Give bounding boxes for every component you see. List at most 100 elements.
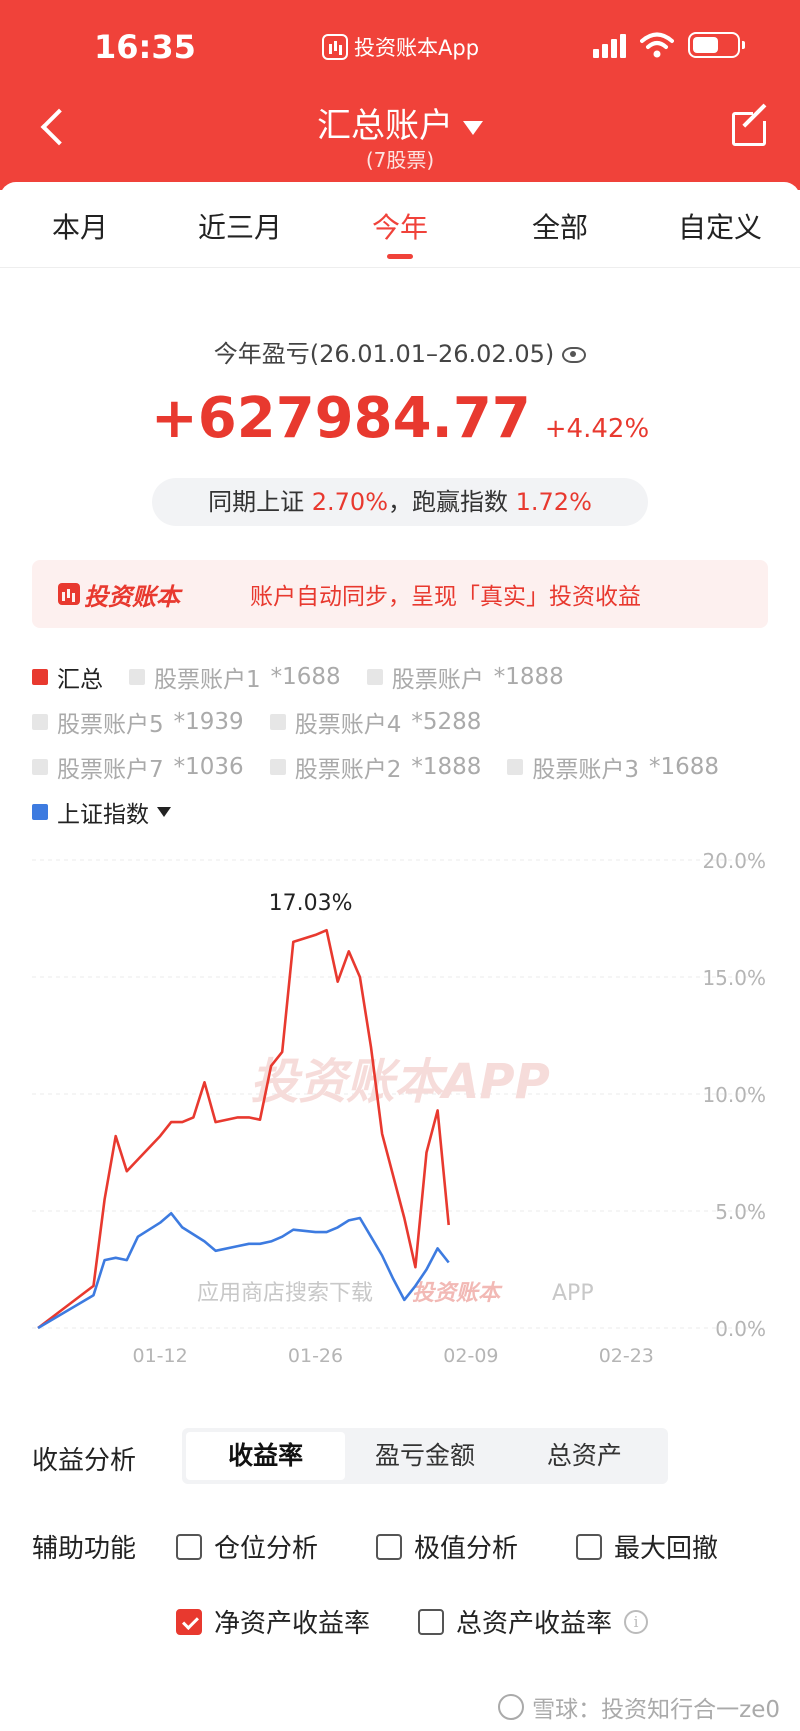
legend-swatch <box>129 668 145 685</box>
eye-icon[interactable] <box>562 347 587 363</box>
y-tick-label: 10.0% <box>702 1083 766 1107</box>
legend-item-account[interactable]: 股票账户5 *1939 <box>32 705 244 739</box>
profit-amount: +627984.77 <box>150 386 531 451</box>
max-drawdown-checkbox[interactable]: 最大回撤 <box>576 1528 718 1565</box>
legend-item-account[interactable]: 股票账户1 *1688 <box>129 660 341 694</box>
seg-profit-amount[interactable]: 盈亏金额 <box>374 1441 475 1470</box>
net-asset-return-checkbox[interactable]: 净资产收益率 <box>176 1603 370 1640</box>
info-icon[interactable]: i <box>624 1609 649 1634</box>
legend-label: 上证指数 <box>57 801 149 828</box>
tab-this-month[interactable]: 本月 <box>51 211 108 244</box>
series-line-index <box>37 1212 450 1330</box>
index-dropdown-icon <box>157 806 171 817</box>
seg-return-rate[interactable]: 收益率 <box>186 1432 346 1480</box>
checkbox-label: 仓位分析 <box>214 1534 319 1564</box>
banner-text: 账户自动同步，呈现「真实」投资收益 <box>250 584 641 610</box>
chart-legend: 汇总 股票账户1 *1688 股票账户 *1888 股票账户5 *1939 股票账户4… <box>32 654 792 834</box>
promo-banner[interactable]: 投资账本 账户自动同步，呈现「真实」投资收益 <box>32 560 768 628</box>
dropdown-caret-icon <box>463 120 483 135</box>
legend-account-no: *1688 <box>270 663 341 690</box>
legend-label: 股票账户 <box>391 666 484 693</box>
legend-account-no: *5288 <box>411 708 482 735</box>
checkbox-label: 净资产收益率 <box>214 1609 371 1639</box>
extreme-analysis-checkbox[interactable]: 极值分析 <box>376 1528 518 1565</box>
legend-item-account[interactable]: 股票账户2 *1888 <box>269 750 482 784</box>
checkbox-box <box>176 1533 202 1560</box>
app-logo-icon <box>58 583 80 605</box>
legend-item-account[interactable]: 股票账户4 *5288 <box>269 705 482 739</box>
peak-label: 17.03% <box>269 891 353 916</box>
position-analysis-checkbox[interactable]: 仓位分析 <box>176 1528 318 1565</box>
checkbox-checked-icon <box>176 1608 202 1635</box>
legend-item-index[interactable]: 上证指数 <box>32 795 171 829</box>
x-tick-label: 02-23 <box>599 1345 654 1367</box>
status-time: 16:35 <box>94 28 196 66</box>
seg-total-assets[interactable]: 总资产 <box>546 1441 622 1470</box>
tab-this-year[interactable]: 今年 <box>320 182 480 267</box>
analysis-segmented-control: 收益率 盈亏金额 总资产 <box>182 1428 668 1484</box>
legend-label: 股票账户4 <box>294 711 402 738</box>
legend-swatch <box>32 668 48 685</box>
checkbox-label: 总资产收益率 <box>456 1609 613 1639</box>
legend-label: 股票账户5 <box>57 711 164 738</box>
legend-item-summary[interactable]: 汇总 <box>32 660 103 694</box>
nav-subtitle: (7股票) <box>365 148 435 172</box>
y-tick-label: 0.0% <box>715 1317 766 1341</box>
tab-custom[interactable]: 自定义 <box>677 211 762 244</box>
footer-watermark: 雪球：投资知行合一ze0 <box>498 1690 780 1724</box>
legend-item-account[interactable]: 股票账户3 *1688 <box>507 750 719 784</box>
legend-swatch <box>32 713 48 730</box>
legend-account-no: *1888 <box>411 753 482 780</box>
footer-watermark-text: 雪球：投资知行合一ze0 <box>532 1697 780 1723</box>
period-tabs: 本月 近三月 今年 全部 自定义 <box>0 182 800 268</box>
snowball-logo-icon <box>498 1694 525 1720</box>
legend-account-no: *1036 <box>173 753 244 780</box>
account-selector[interactable]: 汇总账户 <box>0 98 800 147</box>
chart-watermark: 投资账本APP <box>250 1054 550 1110</box>
y-tick-label: 5.0% <box>715 1200 766 1224</box>
legend-label: 股票账户3 <box>532 756 640 783</box>
legend-swatch <box>269 713 286 730</box>
header: 16:35 投资账本App 汇总账户 (7股票) <box>0 0 800 190</box>
series-line-summary <box>37 928 450 1330</box>
status-icons <box>593 32 745 58</box>
index-compare-pill: 同期上证 2.70%，跑赢指数 1.72% <box>152 478 648 526</box>
legend-account-no: *1939 <box>173 708 244 735</box>
chart-watermark-app: APP <box>552 1281 594 1306</box>
battery-icon <box>688 32 745 58</box>
legend-swatch <box>366 668 383 685</box>
legend-account-no: *1888 <box>493 663 564 690</box>
beat-pct: 1.72% <box>515 488 592 516</box>
signal-icon <box>593 32 626 58</box>
checkbox-box <box>576 1533 602 1560</box>
legend-item-account[interactable]: 股票账户 *1888 <box>366 660 564 694</box>
legend-swatch <box>269 758 286 775</box>
legend-swatch <box>32 803 48 820</box>
period-label-row: 今年盈亏(26.01.01–26.02.05) <box>0 334 800 369</box>
nav-title: 汇总账户 <box>317 106 453 146</box>
compare-prefix: 同期上证 <box>208 488 305 516</box>
x-tick-label: 02-09 <box>443 1345 498 1367</box>
aux-label: 辅助功能 <box>32 1534 137 1564</box>
tab-last-three-months[interactable]: 近三月 <box>197 211 282 244</box>
checkbox-label: 极值分析 <box>414 1534 519 1564</box>
return-chart-svg: 0.0% 5.0% 10.0% 15.0% 20.0% 01-12 01-26 02-09 02… <box>32 849 766 1367</box>
legend-label: 汇总 <box>57 666 103 693</box>
return-chart[interactable]: 0.0% 5.0% 10.0% 15.0% 20.0% 01-12 01-26 02-09 02… <box>0 840 800 1380</box>
status-app-indicator[interactable]: 投资账本App <box>322 32 479 62</box>
chart-watermark-sub: 应用商店搜索下载 <box>197 1281 373 1306</box>
total-asset-return-checkbox[interactable]: 总资产收益率 i <box>418 1603 649 1640</box>
y-tick-label: 15.0% <box>702 966 766 990</box>
banner-logo: 投资账本 <box>58 577 180 612</box>
status-app-name: 投资账本App <box>354 36 480 60</box>
x-tick-label: 01-26 <box>288 1345 343 1367</box>
app-logo-icon <box>322 34 348 60</box>
share-icon[interactable] <box>732 109 769 146</box>
y-tick-label: 20.0% <box>702 849 766 873</box>
tab-all[interactable]: 全部 <box>531 211 588 244</box>
legend-label: 股票账户2 <box>294 756 402 783</box>
period-label: 今年盈亏(26.01.01–26.02.05) <box>213 340 555 368</box>
x-tick-label: 01-12 <box>132 1345 187 1367</box>
checkbox-label: 最大回撤 <box>614 1534 719 1564</box>
legend-item-account[interactable]: 股票账户7 *1036 <box>32 750 244 784</box>
